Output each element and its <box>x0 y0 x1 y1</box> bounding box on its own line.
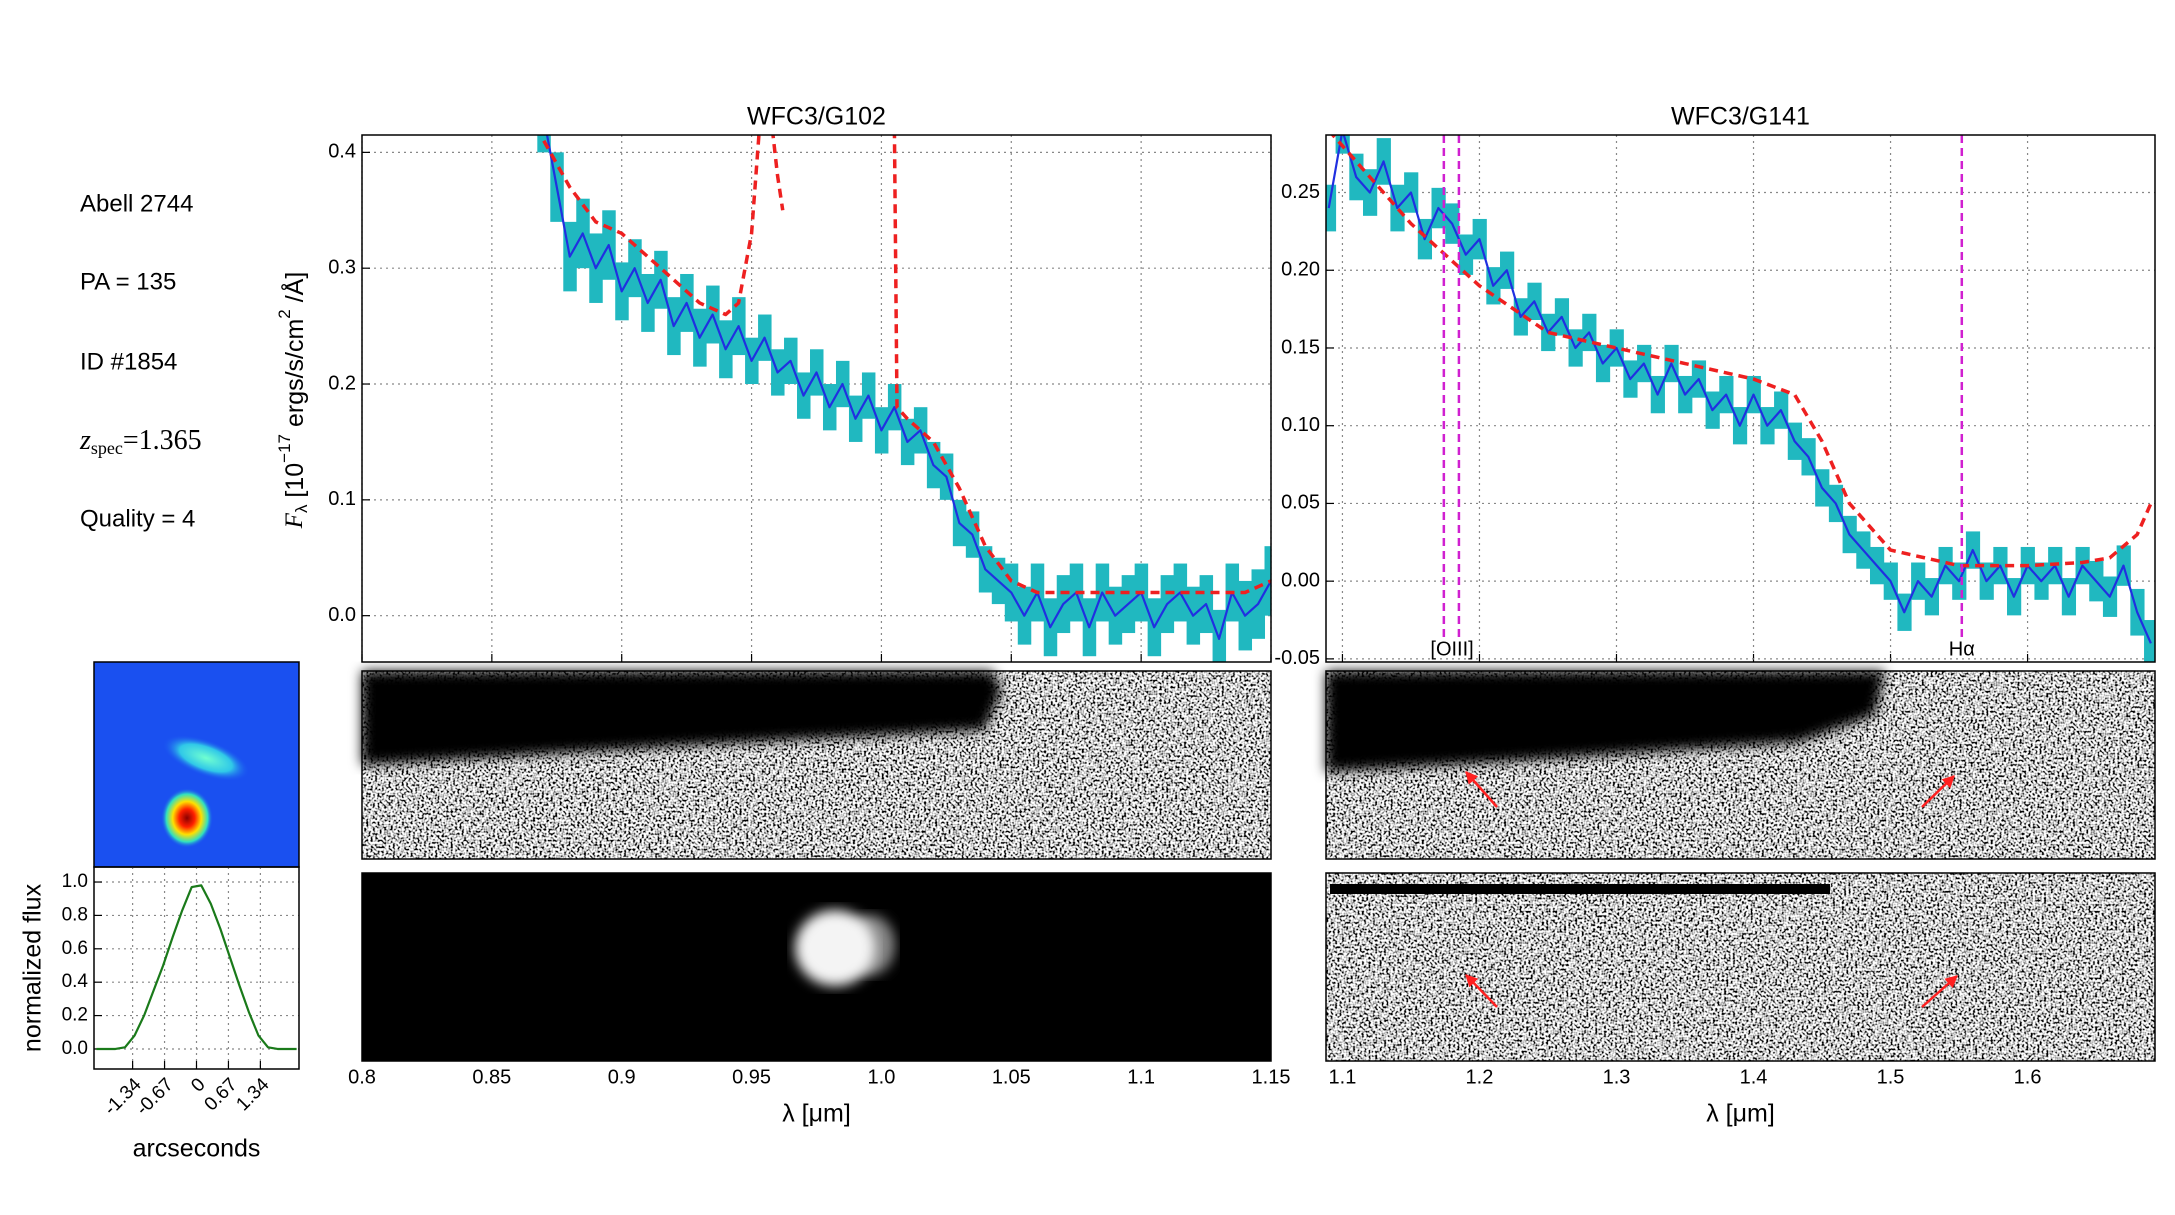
object-id: ID #1854 <box>80 348 177 375</box>
x-tick-label: 0.95 <box>732 1066 771 1088</box>
chart-title: WFC3/G141 <box>1671 103 1810 131</box>
plot: -1.34-0.67 00.671.340.00.20.40.60.81.0arc… <box>19 866 300 1163</box>
x-tick-label: 1.6 <box>2014 1066 2042 1088</box>
x-tick-label: 0.85 <box>472 1066 511 1088</box>
y-tick-label: 0.20 <box>1281 259 1320 281</box>
y-axis-label-part: F <box>281 512 308 529</box>
chart-title: WFC3/G102 <box>747 103 886 131</box>
annotation: [OIII] <box>1430 638 1473 660</box>
axes-frame <box>361 134 1272 663</box>
x-tick-label: 1.1 <box>1329 1066 1357 1088</box>
x-axis-label: λ [μm] <box>782 1100 851 1128</box>
plot: 1.1 1.2 1.3 1.4 1.5 1.6 -0.05 0.00 0.05 0.10 0.15 0… <box>1274 103 2156 1128</box>
plot: 0.8 0.85 0.9 0.95 1.0 1.05 1.1 1.15 0.0 0.1 0.2 0.3… <box>275 48 1291 1128</box>
axes-frame <box>1325 134 2156 663</box>
cluster-name: Abell 2744 <box>80 190 193 217</box>
y-tick-label: 1.0 <box>62 871 88 892</box>
x-tick-label: 1.2 <box>1466 1066 1494 1088</box>
y-tick-label: -0.05 <box>1274 647 1320 669</box>
y-tick-label: 0.6 <box>62 938 88 959</box>
redshift: zspec=1.365 <box>79 425 202 458</box>
x-tick-label: 1.34 <box>232 1074 273 1115</box>
y-tick-label: 0.10 <box>1281 414 1320 436</box>
y-tick-label: 0.2 <box>328 372 356 394</box>
y-axis-label-part: −17 <box>275 434 294 463</box>
axes-frame <box>93 866 300 1070</box>
x-tick-label: 1.1 <box>1127 1066 1155 1088</box>
model-line <box>1330 135 2153 568</box>
y-tick-label: 0.3 <box>328 256 356 278</box>
redshift-value: =1.365 <box>123 425 202 456</box>
y-tick-label: 0.15 <box>1281 336 1320 358</box>
y-tick-label: 0.2 <box>62 1005 88 1026</box>
y-tick-label: 0.8 <box>62 904 88 925</box>
y-axis-label-part: ergs/s/cm <box>281 319 309 434</box>
x-tick-label: 0 <box>187 1074 209 1096</box>
x-tick-label: 1.4 <box>1740 1066 1768 1088</box>
annotation: Hα <box>1949 638 1975 660</box>
x-tick-label: 0.8 <box>348 1066 376 1088</box>
data-line <box>545 135 1271 640</box>
x-tick-label: 1.5 <box>1877 1066 1905 1088</box>
error-band <box>1264 546 1271 616</box>
y-axis-label-part: λ <box>292 504 311 513</box>
g102-2d-model <box>361 872 1272 1062</box>
x-tick-label: 1.3 <box>1603 1066 1631 1088</box>
x-tick-label: 0.67 <box>201 1074 242 1115</box>
y-axis-label-part: /Å] <box>279 272 309 310</box>
error-band <box>524 48 537 117</box>
y-tick-label: 0.1 <box>328 488 356 510</box>
redshift-symbol: z <box>79 425 91 456</box>
data-line <box>96 884 297 1051</box>
y-axis-label-part: [10 <box>281 463 309 505</box>
data-layer <box>96 884 297 1051</box>
x-tick-label: 1.15 <box>1252 1066 1291 1088</box>
g141-2d-contam-subtracted <box>1325 872 2156 1062</box>
error-band <box>1326 184 1337 232</box>
y-tick-label: 0.0 <box>328 604 356 626</box>
y-tick-label: 0.4 <box>62 971 89 992</box>
x-axis-label: λ [μm] <box>1706 1100 1775 1128</box>
y-axis-label: normalized flux <box>19 883 47 1052</box>
y-tick-label: 0.0 <box>62 1038 88 1059</box>
g102-2d-spectrum <box>361 670 1272 860</box>
error-band <box>2144 620 2155 662</box>
model-line <box>542 135 1271 595</box>
x-tick-label: -0.67 <box>132 1074 177 1119</box>
y-tick-label: 0.4 <box>328 141 356 163</box>
position-angle: PA = 135 <box>80 268 176 295</box>
redshift-subscript: spec <box>91 438 123 458</box>
x-tick-label: 1.05 <box>992 1066 1031 1088</box>
data-line <box>1327 135 2152 644</box>
y-tick-label: 0.05 <box>1281 492 1320 514</box>
data-layer <box>1326 135 2155 662</box>
quality: Quality = 4 <box>80 505 195 532</box>
y-axis-label-part: 2 <box>275 309 294 318</box>
g141-2d-spectrum <box>1325 670 2156 860</box>
y-axis-label: Fλ [10−17 ergs/s/cm2 /Å] <box>275 272 311 530</box>
x-tick-label: 1.0 <box>868 1066 896 1088</box>
y-tick-label: 0.00 <box>1281 569 1320 591</box>
x-axis-label: arcseconds <box>133 1135 261 1163</box>
data-layer <box>524 48 1271 662</box>
y-tick-label: 0.25 <box>1281 181 1320 203</box>
x-tick-label: 0.9 <box>608 1066 636 1088</box>
thumbnail <box>93 661 300 868</box>
